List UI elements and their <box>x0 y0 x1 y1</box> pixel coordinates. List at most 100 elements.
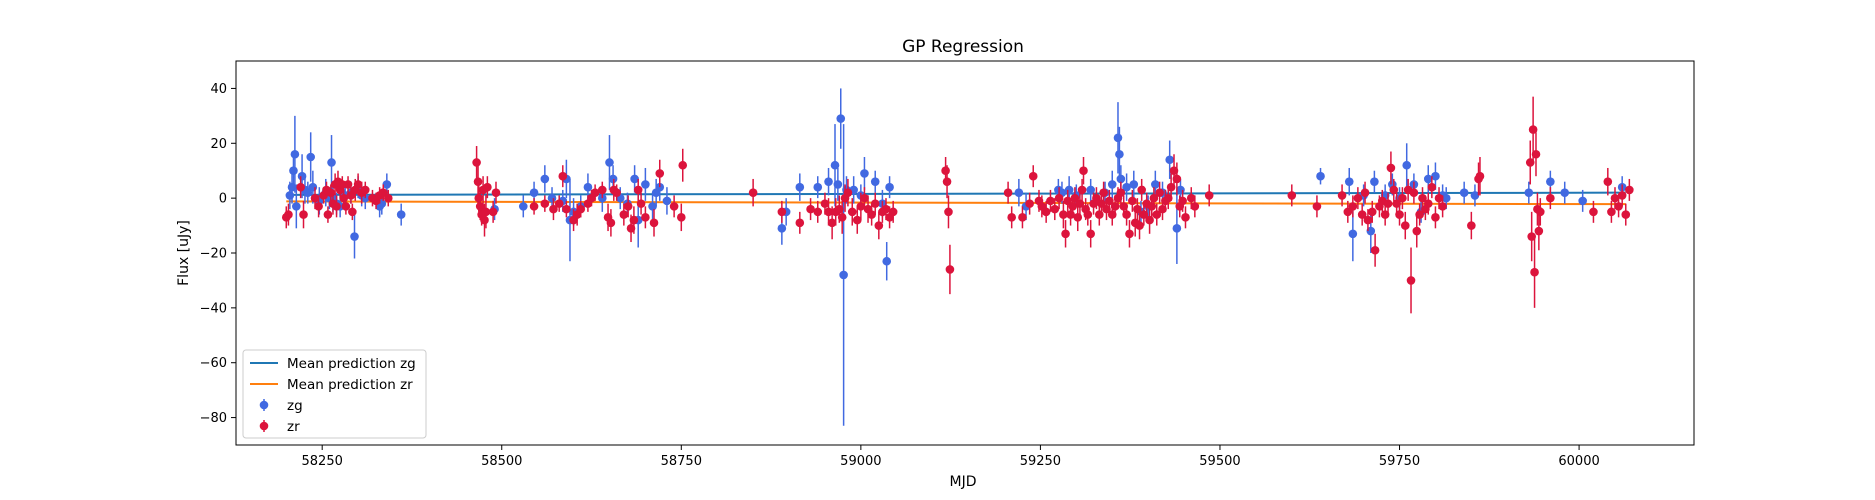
point-zr-62 <box>633 185 643 195</box>
point-zr-125 <box>1095 210 1104 219</box>
point-zr-95 <box>941 166 950 176</box>
point-zr-140 <box>1135 221 1144 230</box>
point-zr-71 <box>777 207 787 217</box>
y-tick-label-0: 0 <box>219 192 227 207</box>
point-zr-206 <box>1589 207 1598 217</box>
point-zr-196 <box>1475 171 1485 181</box>
point-zr-108 <box>1050 204 1060 214</box>
x-tick-label-58500: 58500 <box>481 454 522 469</box>
point-zr-183 <box>1406 276 1416 285</box>
point-zr-147 <box>1152 210 1162 219</box>
point-zr-63 <box>636 199 646 208</box>
point-zg-107 <box>1546 177 1555 186</box>
point-zg-75 <box>1107 180 1117 189</box>
point-zr-180 <box>1398 193 1407 203</box>
point-zr-208 <box>1607 207 1616 217</box>
point-zg-77 <box>1115 149 1124 159</box>
point-zr-109 <box>1054 193 1064 203</box>
point-zr-85 <box>856 202 866 211</box>
point-zr-55 <box>606 218 616 228</box>
point-zg-76 <box>1113 133 1123 143</box>
point-zr-29 <box>383 193 393 203</box>
point-zg-45 <box>641 180 650 189</box>
point-zg-106 <box>1524 188 1534 197</box>
point-zr-145 <box>1147 202 1157 211</box>
point-zr-171 <box>1370 245 1380 255</box>
y-tick-label-20: 20 <box>210 137 227 152</box>
point-zr-37 <box>481 207 491 217</box>
data-points <box>281 88 1634 426</box>
point-zg-90 <box>1348 229 1358 239</box>
point-zg-25 <box>382 180 392 189</box>
y-tick-label-40: 40 <box>210 82 227 97</box>
point-zr-96 <box>942 177 952 186</box>
point-zr-100 <box>1007 213 1016 222</box>
point-zr-177 <box>1389 185 1399 195</box>
point-zr-61 <box>629 215 639 225</box>
point-zr-124 <box>1092 193 1101 203</box>
point-zr-190 <box>1427 182 1437 192</box>
point-zr-42 <box>540 199 550 208</box>
legend-label-zr: zr <box>287 419 300 435</box>
point-zr-165 <box>1348 202 1358 211</box>
point-zr-207 <box>1603 177 1613 186</box>
legend-label-mean-zr: Mean prediction zr <box>287 377 413 393</box>
point-zr-158 <box>1186 193 1196 203</box>
point-zg-105 <box>1470 191 1480 200</box>
point-zg-4 <box>292 202 301 211</box>
point-zr-52 <box>590 188 600 197</box>
point-zr-111 <box>1061 229 1070 239</box>
x-tick-label-58750: 58750 <box>661 454 702 469</box>
point-zr-199 <box>1528 125 1538 134</box>
point-zr-1 <box>284 210 293 219</box>
point-zr-141 <box>1137 185 1146 195</box>
point-zr-86 <box>860 193 869 203</box>
point-zg-63 <box>870 177 880 186</box>
point-zg-58 <box>839 270 848 280</box>
point-zr-148 <box>1155 188 1164 197</box>
point-zg-7 <box>303 188 313 197</box>
point-zr-175 <box>1383 199 1393 208</box>
point-zg-86 <box>1172 224 1182 233</box>
point-zr-112 <box>1063 196 1073 206</box>
point-zr-66 <box>655 169 665 178</box>
point-zr-84 <box>852 215 862 225</box>
point-zr-40 <box>491 188 501 197</box>
point-zr-118 <box>1077 185 1087 195</box>
point-zg-57 <box>836 114 846 123</box>
point-zr-136 <box>1125 229 1134 239</box>
point-zr-64 <box>641 213 650 222</box>
point-zr-98 <box>945 265 955 274</box>
point-zr-107 <box>1046 196 1055 206</box>
point-zg-101 <box>1431 171 1440 181</box>
point-zr-5 <box>314 202 323 211</box>
point-zr-213 <box>1625 185 1634 195</box>
point-zg-54 <box>824 177 833 186</box>
x-tick-label-60000: 60000 <box>1558 454 1599 469</box>
point-zr-2 <box>296 182 305 192</box>
point-zg-55 <box>830 160 840 170</box>
point-zr-122 <box>1086 229 1095 239</box>
point-zr-65 <box>649 218 659 228</box>
point-zg-85 <box>1165 155 1174 165</box>
point-zr-83 <box>847 207 857 217</box>
point-zg-109 <box>1578 196 1587 206</box>
point-zg-78 <box>1116 174 1126 184</box>
point-zr-160 <box>1204 191 1214 200</box>
point-zr-28 <box>378 188 388 197</box>
point-zg-67 <box>1014 188 1024 197</box>
point-zr-186 <box>1415 210 1424 219</box>
point-zr-57 <box>612 188 621 197</box>
point-zg-31 <box>547 193 557 203</box>
point-zr-43 <box>549 204 558 214</box>
point-zg-28 <box>518 202 528 211</box>
point-zr-76 <box>824 207 833 217</box>
point-zg-108 <box>1560 188 1570 197</box>
point-zr-102 <box>1025 199 1034 208</box>
point-zr-119 <box>1079 166 1088 176</box>
point-zr-49 <box>576 204 586 214</box>
x-tick-label-59000: 59000 <box>840 454 881 469</box>
point-zg-9 <box>308 182 318 192</box>
point-zr-205 <box>1546 193 1555 203</box>
